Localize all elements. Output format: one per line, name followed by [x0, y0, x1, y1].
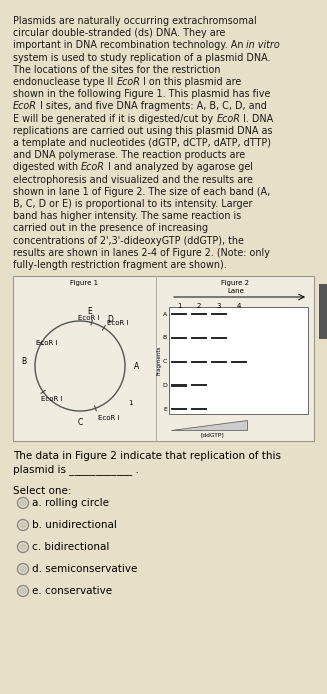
Text: I on this plasmid are: I on this plasmid are: [140, 77, 242, 87]
Text: C: C: [77, 418, 83, 427]
Text: EcoR: EcoR: [216, 114, 240, 124]
Circle shape: [19, 587, 27, 595]
Text: B: B: [22, 357, 27, 366]
Text: a template and nucleotides (dGTP, dCTP, dATP, dTTP): a template and nucleotides (dGTP, dCTP, …: [13, 138, 271, 148]
Text: 1: 1: [177, 303, 181, 309]
Text: 2: 2: [197, 303, 201, 309]
Text: A: A: [163, 312, 167, 316]
Bar: [191, 313, 207, 315]
Text: Figure 2: Figure 2: [221, 280, 249, 286]
Text: circular double-stranded (ds) DNA. They are: circular double-stranded (ds) DNA. They …: [13, 28, 225, 38]
Text: The data in Figure 2 indicate that replication of this: The data in Figure 2 indicate that repli…: [13, 451, 281, 461]
Text: 3: 3: [217, 303, 221, 309]
Text: EcoR: EcoR: [81, 162, 105, 172]
Text: Select one:: Select one:: [13, 486, 72, 496]
Text: b. unidirectional: b. unidirectional: [32, 520, 117, 530]
Text: EcoR I: EcoR I: [36, 340, 58, 346]
Text: EcoR I: EcoR I: [98, 415, 120, 421]
Text: E: E: [87, 307, 92, 316]
Bar: [191, 408, 207, 409]
Bar: [171, 360, 187, 362]
Text: carried out in the presence of increasing: carried out in the presence of increasin…: [13, 223, 208, 233]
Text: Fragments: Fragments: [157, 346, 162, 375]
Text: I and analyzed by agarose gel: I and analyzed by agarose gel: [105, 162, 253, 172]
Bar: [171, 337, 187, 339]
Text: 1: 1: [128, 400, 132, 406]
Text: D: D: [162, 383, 167, 388]
Text: system is used to study replication of a plasmid DNA.: system is used to study replication of a…: [13, 53, 271, 62]
Bar: [171, 408, 187, 410]
Text: EcoR I: EcoR I: [41, 396, 62, 402]
Text: [ddGTP]: [ddGTP]: [200, 432, 224, 437]
Text: d. semiconservative: d. semiconservative: [32, 564, 138, 574]
Bar: [231, 360, 247, 362]
Bar: [211, 360, 227, 362]
Text: Figure 1: Figure 1: [70, 280, 98, 286]
Text: I sites, and five DNA fragments: A, B, C, D, and: I sites, and five DNA fragments: A, B, C…: [37, 101, 267, 112]
Bar: [211, 337, 227, 339]
Circle shape: [19, 566, 27, 573]
Text: 4: 4: [237, 303, 241, 309]
Text: endonuclease type II: endonuclease type II: [13, 77, 116, 87]
Text: shown in the following Figure 1. This plasmid has five: shown in the following Figure 1. This pl…: [13, 90, 270, 99]
Text: EcoR: EcoR: [13, 101, 37, 112]
Text: shown in lane 1 of Figure 2. The size of each band (A,: shown in lane 1 of Figure 2. The size of…: [13, 187, 270, 197]
Bar: [191, 384, 207, 387]
Bar: [171, 384, 187, 387]
Circle shape: [19, 521, 27, 529]
Text: E will be generated if it is digested/cut by: E will be generated if it is digested/cu…: [13, 114, 216, 124]
Text: and DNA polymerase. The reaction products are: and DNA polymerase. The reaction product…: [13, 150, 245, 160]
Text: The locations of the sites for the restriction: The locations of the sites for the restr…: [13, 65, 220, 75]
Text: D: D: [107, 315, 113, 324]
Text: band has higher intensity. The same reaction is: band has higher intensity. The same reac…: [13, 211, 241, 221]
Text: Lane: Lane: [228, 288, 245, 294]
Text: important in DNA recombination technology. An: important in DNA recombination technolog…: [13, 40, 247, 51]
Text: EcoR: EcoR: [116, 77, 140, 87]
Text: a. rolling circle: a. rolling circle: [32, 498, 110, 508]
Text: B, C, D or E) is proportional to its intensity. Larger: B, C, D or E) is proportional to its int…: [13, 199, 252, 209]
Bar: [191, 337, 207, 339]
Text: I. DNA: I. DNA: [240, 114, 273, 124]
Text: plasmid is ____________ .: plasmid is ____________ .: [13, 464, 139, 475]
Text: E: E: [163, 407, 167, 412]
Text: digested with: digested with: [13, 162, 81, 172]
Bar: [171, 313, 187, 315]
Bar: [169, 307, 308, 414]
Text: results are shown in lanes 2-4 of Figure 2. (Note: only: results are shown in lanes 2-4 of Figure…: [13, 248, 270, 257]
Text: C: C: [163, 359, 167, 364]
Text: B: B: [163, 335, 167, 340]
Text: c. bidirectional: c. bidirectional: [32, 542, 110, 552]
Text: electrophoresis and visualized and the results are: electrophoresis and visualized and the r…: [13, 175, 253, 185]
Text: e. conservative: e. conservative: [32, 586, 112, 596]
Circle shape: [19, 499, 27, 507]
Polygon shape: [171, 420, 247, 430]
Text: Plasmids are naturally occurring extrachromsomal: Plasmids are naturally occurring extrach…: [13, 16, 257, 26]
Circle shape: [19, 543, 27, 551]
Bar: [13, 276, 314, 441]
Text: concentrations of 2',3'-dideoxyGTP (ddGTP), the: concentrations of 2',3'-dideoxyGTP (ddGT…: [13, 235, 244, 246]
Text: EcoR I: EcoR I: [108, 321, 129, 326]
Bar: [191, 360, 207, 362]
Text: EcoR I: EcoR I: [78, 314, 100, 321]
Text: fully-length restriction fragment are shown).: fully-length restriction fragment are sh…: [13, 260, 227, 270]
Text: replications are carried out using this plasmid DNA as: replications are carried out using this …: [13, 126, 272, 136]
Text: A: A: [134, 362, 140, 371]
Bar: [319, 284, 327, 339]
Text: in vitro: in vitro: [247, 40, 280, 51]
